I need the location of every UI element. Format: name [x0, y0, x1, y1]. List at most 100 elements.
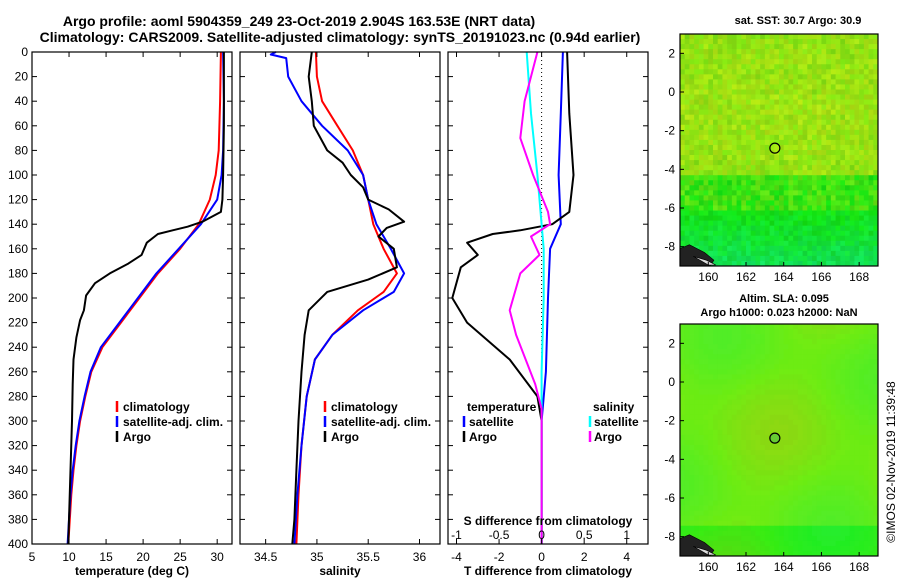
map-cell [689, 139, 695, 146]
map-cell [750, 94, 756, 100]
map-cell [835, 155, 841, 161]
map-cell [783, 440, 789, 446]
map-cell [873, 344, 879, 350]
map-cell [845, 235, 851, 242]
map-cell [731, 150, 737, 156]
map-cell [863, 195, 869, 201]
map-cell [727, 59, 733, 65]
map-cell [750, 450, 756, 456]
map-cell [769, 59, 775, 65]
map-cell [812, 175, 818, 181]
map-cell [760, 74, 766, 80]
map-cell [750, 465, 756, 471]
map-cell [793, 404, 799, 411]
y-tick-label: 180 [8, 266, 28, 280]
map-cell [764, 34, 770, 40]
map-cell [859, 170, 865, 176]
map-cell [774, 114, 780, 121]
map-cell [731, 399, 737, 406]
map-cell [722, 69, 728, 75]
map-cell [680, 64, 686, 70]
map-cell [717, 530, 723, 537]
map-cell [755, 39, 761, 45]
map-cell [802, 455, 808, 461]
map-cell [750, 515, 756, 522]
map-cell [807, 180, 813, 186]
map-cell [684, 374, 690, 380]
map-cell [708, 175, 714, 181]
map-cell [816, 409, 822, 416]
map-cell [713, 165, 719, 171]
map-cell [736, 200, 742, 206]
map-cell [779, 530, 785, 537]
map-cell [713, 440, 719, 446]
legend-title-temperature: temperature [467, 400, 537, 414]
map-cell [816, 490, 822, 496]
map-cell [750, 349, 756, 355]
map-cell [755, 114, 761, 121]
map-cell [849, 245, 855, 252]
map-cell [717, 250, 723, 257]
map-cell [873, 160, 879, 166]
map-cell [826, 39, 832, 45]
map-cell [816, 54, 822, 60]
map-cell [774, 500, 780, 506]
map-cell [698, 74, 704, 80]
map-cell [845, 139, 851, 146]
map-cell [689, 59, 695, 65]
map-cell [774, 409, 780, 416]
map-cell [868, 349, 874, 355]
map-cell [863, 160, 869, 166]
map-cell [746, 419, 752, 426]
map-cell [873, 450, 879, 456]
x-tick-label: -2 [494, 550, 505, 564]
map-cell [873, 165, 879, 171]
map-cell [802, 69, 808, 75]
map-cell [731, 245, 737, 252]
map-cell [689, 195, 695, 201]
map-cell [750, 240, 756, 247]
map-cell [750, 505, 756, 512]
map-cell [703, 235, 709, 242]
map-cell [802, 450, 808, 456]
map-cell [816, 250, 822, 257]
map-cell [731, 505, 737, 512]
map-cell [698, 334, 704, 340]
map-cell [717, 460, 723, 466]
map-cell [821, 144, 827, 151]
map-cell [774, 470, 780, 476]
map-cell [835, 384, 841, 390]
map-cell [764, 69, 770, 75]
map-cell [868, 129, 874, 136]
map-cell [868, 359, 874, 365]
map-cell [816, 440, 822, 446]
map-cell [793, 205, 799, 211]
map-cell [821, 104, 827, 111]
map-cell [698, 394, 704, 401]
map-cell [797, 225, 803, 232]
map-cell [845, 399, 851, 406]
map-cell [830, 215, 836, 222]
map-cell [746, 124, 752, 131]
map-cell [755, 374, 761, 380]
map-cell [793, 124, 799, 131]
map-cell [821, 510, 827, 517]
map-cell [708, 480, 714, 486]
map-cell [755, 99, 761, 106]
map-cell [760, 349, 766, 355]
map-cell [783, 485, 789, 491]
map-cell [863, 394, 869, 401]
map-cell [764, 389, 770, 396]
map-cell [868, 550, 874, 557]
map-cell [859, 245, 865, 252]
map-cell [802, 180, 808, 186]
map-cell [802, 114, 808, 121]
map-cell [779, 404, 785, 411]
map-cell [680, 119, 686, 126]
map-cell [717, 374, 723, 380]
map-cell [731, 409, 737, 416]
map-cell [807, 460, 813, 466]
map-cell [703, 64, 709, 70]
map-cell [684, 190, 690, 196]
map-cell [802, 34, 808, 40]
